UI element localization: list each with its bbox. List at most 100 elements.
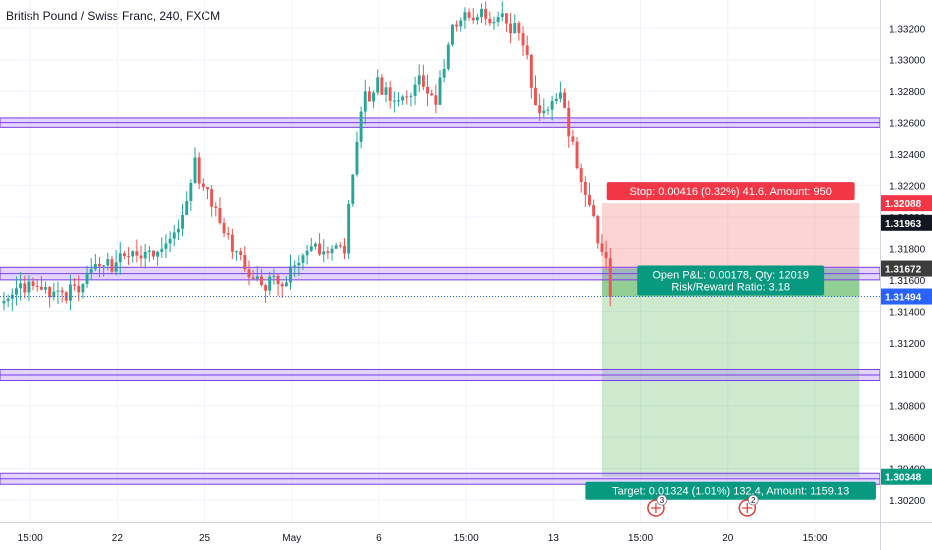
candle (471, 17, 475, 21)
candle (222, 222, 226, 234)
target-label-text: Target: 0.01324 (1.01%) 132.4, Amount: 1… (612, 486, 849, 498)
event-count: 2 (751, 496, 756, 505)
candle (421, 75, 425, 87)
candle (376, 77, 380, 93)
candle (446, 44, 450, 69)
candle (160, 248, 164, 252)
time-tick: 22 (112, 533, 124, 544)
candle (309, 246, 313, 251)
candle (168, 238, 172, 244)
time-tick: 15:00 (454, 533, 479, 544)
candle (214, 206, 218, 209)
stop-zone[interactable] (601, 203, 860, 269)
event-count: 3 (660, 496, 665, 505)
candle (102, 265, 106, 267)
target-zone[interactable] (601, 268, 860, 477)
candle (52, 291, 56, 298)
candle (359, 111, 363, 142)
candle (2, 300, 6, 304)
candle (318, 243, 322, 255)
candle (451, 24, 454, 45)
candle (563, 92, 567, 108)
candle (268, 276, 272, 291)
candle (588, 194, 591, 205)
candle (546, 109, 550, 111)
price-tick: 1.31400 (889, 307, 926, 318)
candle (504, 13, 508, 24)
time-tick: 20 (722, 533, 734, 544)
candle (135, 251, 139, 256)
candle (122, 253, 126, 256)
candle (521, 33, 525, 46)
candle (127, 255, 131, 257)
candle (301, 255, 305, 263)
candle (480, 8, 483, 18)
candle (380, 77, 384, 95)
price-axis[interactable]: 1.33200 1.33000 1.32800 1.32600 1.32400 1.322… (880, 0, 932, 550)
candle (484, 8, 488, 19)
target-price-label-bg (881, 468, 932, 485)
candle (538, 105, 542, 114)
candle (467, 12, 471, 18)
pnl-label-text: Risk/Reward Ratio: 3.18 (671, 282, 790, 294)
candle (247, 269, 251, 278)
candle (81, 284, 85, 293)
price-tick: 1.32600 (889, 119, 926, 130)
candle (280, 284, 284, 287)
candle (15, 288, 18, 295)
position-labels: Stop: 0.00416 (0.32%) 41.6, Amount: 950 O… (585, 182, 876, 500)
level-price-label-bg (881, 214, 932, 231)
price-tick: 1.30800 (889, 402, 926, 413)
candle (334, 245, 338, 249)
candle (44, 287, 47, 290)
position-tool[interactable] (601, 203, 860, 477)
candle (542, 110, 546, 114)
time-axis[interactable]: 15:00 22 25 May 6 15:00 13 15:00 20 15:00 (0, 522, 932, 545)
candle (438, 77, 442, 105)
candle (152, 250, 155, 257)
time-tick: 25 (199, 533, 211, 544)
time-tick: 6 (376, 533, 382, 544)
candle (23, 283, 27, 293)
candle (185, 200, 189, 215)
current-price-label-bg (881, 288, 932, 305)
candle (31, 281, 35, 287)
candle (264, 285, 268, 291)
current-price-label: 1.31494 (885, 293, 922, 304)
candle (27, 281, 31, 293)
candle (509, 23, 513, 34)
candle (608, 258, 612, 297)
candle (39, 286, 43, 290)
candle (197, 157, 201, 184)
price-tick: 1.31200 (889, 339, 926, 350)
target-label: Target: 0.01324 (1.01%) 132.4, Amount: 1… (585, 481, 876, 500)
candle (89, 269, 93, 273)
candle (189, 182, 193, 201)
pnl-label-text: Open P&L: 0.00178, Qty: 12019 (652, 270, 809, 282)
pnl-label: Open P&L: 0.00178, Qty: 12019Risk/Reward… (637, 265, 825, 296)
candle (48, 287, 52, 298)
event-count-badge (656, 494, 668, 506)
candle (592, 204, 596, 217)
stop-label: Stop: 0.00416 (0.32%) 41.6, Amount: 950 (606, 182, 855, 201)
candle (583, 181, 587, 195)
candle (604, 251, 608, 259)
candle (363, 91, 367, 112)
candle (243, 254, 247, 270)
stop-label-text: Stop: 0.00416 (0.32%) 41.6, Amount: 950 (629, 186, 831, 198)
candle (417, 75, 421, 85)
stop-label-bg (606, 182, 855, 201)
time-tick: May (282, 533, 301, 544)
candle (172, 232, 176, 239)
candle (351, 174, 355, 204)
candle (164, 243, 168, 249)
candle (210, 189, 214, 207)
price-tick: 1.32400 (889, 150, 926, 161)
candle (156, 251, 160, 257)
price-tick: 1.33200 (889, 24, 926, 35)
candle (201, 183, 205, 188)
candle (596, 216, 600, 244)
